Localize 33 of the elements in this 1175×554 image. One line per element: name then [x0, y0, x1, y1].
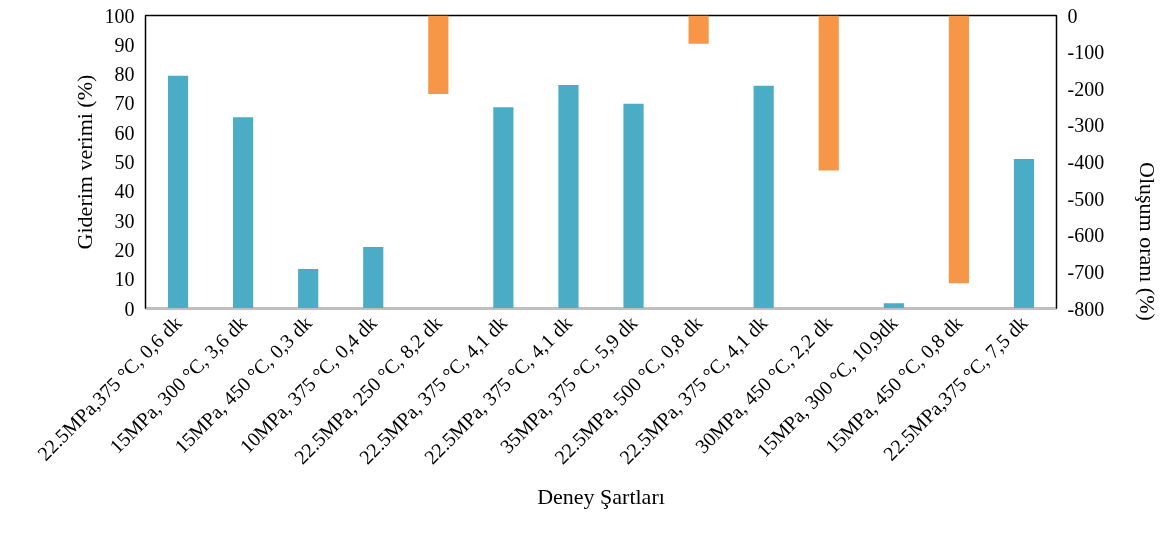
y2-tick-label: -200	[1067, 77, 1105, 100]
bar	[1013, 159, 1035, 309]
y-tick-label: 10	[114, 268, 135, 291]
y-tick-label: 30	[114, 209, 135, 232]
bar	[883, 303, 904, 309]
y2-tick-label: -300	[1067, 114, 1105, 137]
bar	[233, 117, 254, 309]
y-tick-label: 0	[124, 297, 135, 320]
bar	[623, 103, 644, 309]
y-tick-label: 100	[104, 4, 135, 27]
y-tick-label: 70	[114, 92, 135, 115]
x-axis-title: Deney Şartları	[537, 483, 665, 509]
y2-tick-label: 0	[1067, 4, 1078, 27]
y2-tick-label: -400	[1067, 151, 1105, 173]
y-tick-label: 20	[114, 238, 135, 261]
y2-tick-label: -100	[1067, 41, 1105, 64]
bar	[753, 85, 774, 309]
y2-tick-label: -600	[1067, 224, 1105, 247]
bar	[363, 246, 384, 309]
bar	[298, 268, 319, 309]
bar	[558, 84, 579, 309]
y-tick-label: 40	[114, 180, 135, 203]
y2-tick-label: -700	[1067, 260, 1105, 283]
bar	[167, 75, 189, 309]
y-axis-title: Giderim verimi (%)	[71, 74, 97, 250]
y-tick-label: 90	[114, 33, 135, 56]
y-tick-label: 80	[114, 63, 135, 86]
y2-axis-title: Oluşum oranı (%)	[1134, 162, 1160, 321]
y-tick-label: 60	[114, 121, 135, 144]
y2-tick-label: -800	[1067, 297, 1105, 320]
bar	[493, 107, 514, 309]
y-tick-label: 50	[114, 151, 135, 173]
y2-tick-label: -500	[1067, 187, 1105, 210]
